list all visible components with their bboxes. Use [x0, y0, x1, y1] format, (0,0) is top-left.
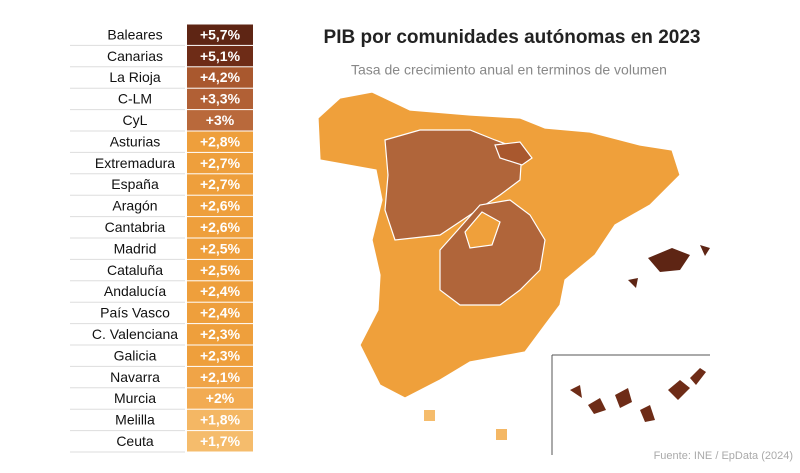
region-label: España — [111, 176, 159, 192]
region-label: Baleares — [107, 26, 162, 42]
value-label: +1,8% — [200, 412, 241, 428]
value-cell — [187, 110, 253, 131]
value-label: +1,7% — [200, 433, 241, 449]
value-cell — [187, 88, 253, 110]
baleares — [628, 245, 710, 288]
value-label: +2,4% — [200, 305, 241, 321]
value-label: +5,1% — [200, 48, 241, 64]
chart-title: PIB por comunidades autónomas en 2023 — [324, 27, 701, 48]
value-label: +2,6% — [200, 219, 241, 235]
region-label: Cataluña — [107, 262, 163, 278]
value-cell — [187, 431, 253, 452]
value-cell — [187, 388, 253, 409]
ceuta — [424, 410, 435, 421]
value-cell — [187, 24, 253, 45]
value-label: +4,2% — [200, 69, 241, 85]
value-label: +2,4% — [200, 283, 241, 299]
value-label: +2,5% — [200, 240, 241, 256]
value-label: +2,7% — [200, 176, 241, 192]
value-label: +2,3% — [200, 326, 241, 342]
value-label: +2,3% — [200, 347, 241, 363]
value-cell — [187, 67, 253, 88]
value-label: +2,6% — [200, 198, 241, 214]
region-label: Aragón — [112, 198, 157, 214]
value-cell — [187, 345, 253, 366]
madrid — [464, 211, 501, 249]
region-label: Canarias — [107, 48, 163, 64]
region-label: C. Valenciana — [92, 326, 178, 342]
value-label: +3% — [206, 112, 235, 128]
value-label: +3,3% — [200, 91, 241, 107]
value-cell — [187, 131, 253, 152]
value-cell — [187, 174, 253, 195]
canarias — [570, 368, 706, 422]
value-cell — [187, 152, 253, 174]
value-cell — [187, 259, 253, 281]
value-cell — [187, 195, 253, 217]
region-label: Extremadura — [95, 155, 175, 171]
region-label: País Vasco — [100, 305, 170, 321]
castilla-la-mancha — [439, 199, 546, 306]
value-cell — [187, 217, 253, 238]
value-cell — [187, 366, 253, 388]
value-cell — [187, 45, 253, 67]
value-cell — [187, 324, 253, 345]
region-label: Murcia — [114, 390, 156, 406]
source: Fuente: INE / EpData (2024) — [654, 450, 793, 462]
value-label: +2,7% — [200, 155, 241, 171]
region-label: CyL — [123, 112, 148, 128]
region-label: Navarra — [110, 369, 160, 385]
value-cell — [187, 238, 253, 259]
region-label: La Rioja — [109, 69, 161, 85]
melilla — [496, 429, 507, 440]
value-label: +2,8% — [200, 133, 241, 149]
castilla-leon — [384, 129, 523, 241]
value-label: +5,7% — [200, 26, 241, 42]
la-rioja — [494, 141, 533, 166]
region-label: Galicia — [114, 347, 157, 363]
region-label: Andalucía — [104, 283, 166, 299]
region-label: Cantabria — [105, 219, 166, 235]
value-cell — [187, 281, 253, 302]
region-label: Asturias — [110, 133, 161, 149]
value-label: +2,5% — [200, 262, 241, 278]
region-label: Melilla — [115, 412, 155, 428]
value-label: +2% — [206, 390, 235, 406]
region-label: Ceuta — [116, 433, 154, 449]
region-label: Madrid — [114, 240, 157, 256]
map — [317, 91, 710, 455]
value-label: +2,1% — [200, 369, 241, 385]
value-cell — [187, 302, 253, 324]
region-label: C-LM — [118, 91, 152, 107]
chart-subtitle: Tasa de crecimiento anual en terminos de… — [351, 62, 667, 78]
value-cell — [187, 409, 253, 431]
